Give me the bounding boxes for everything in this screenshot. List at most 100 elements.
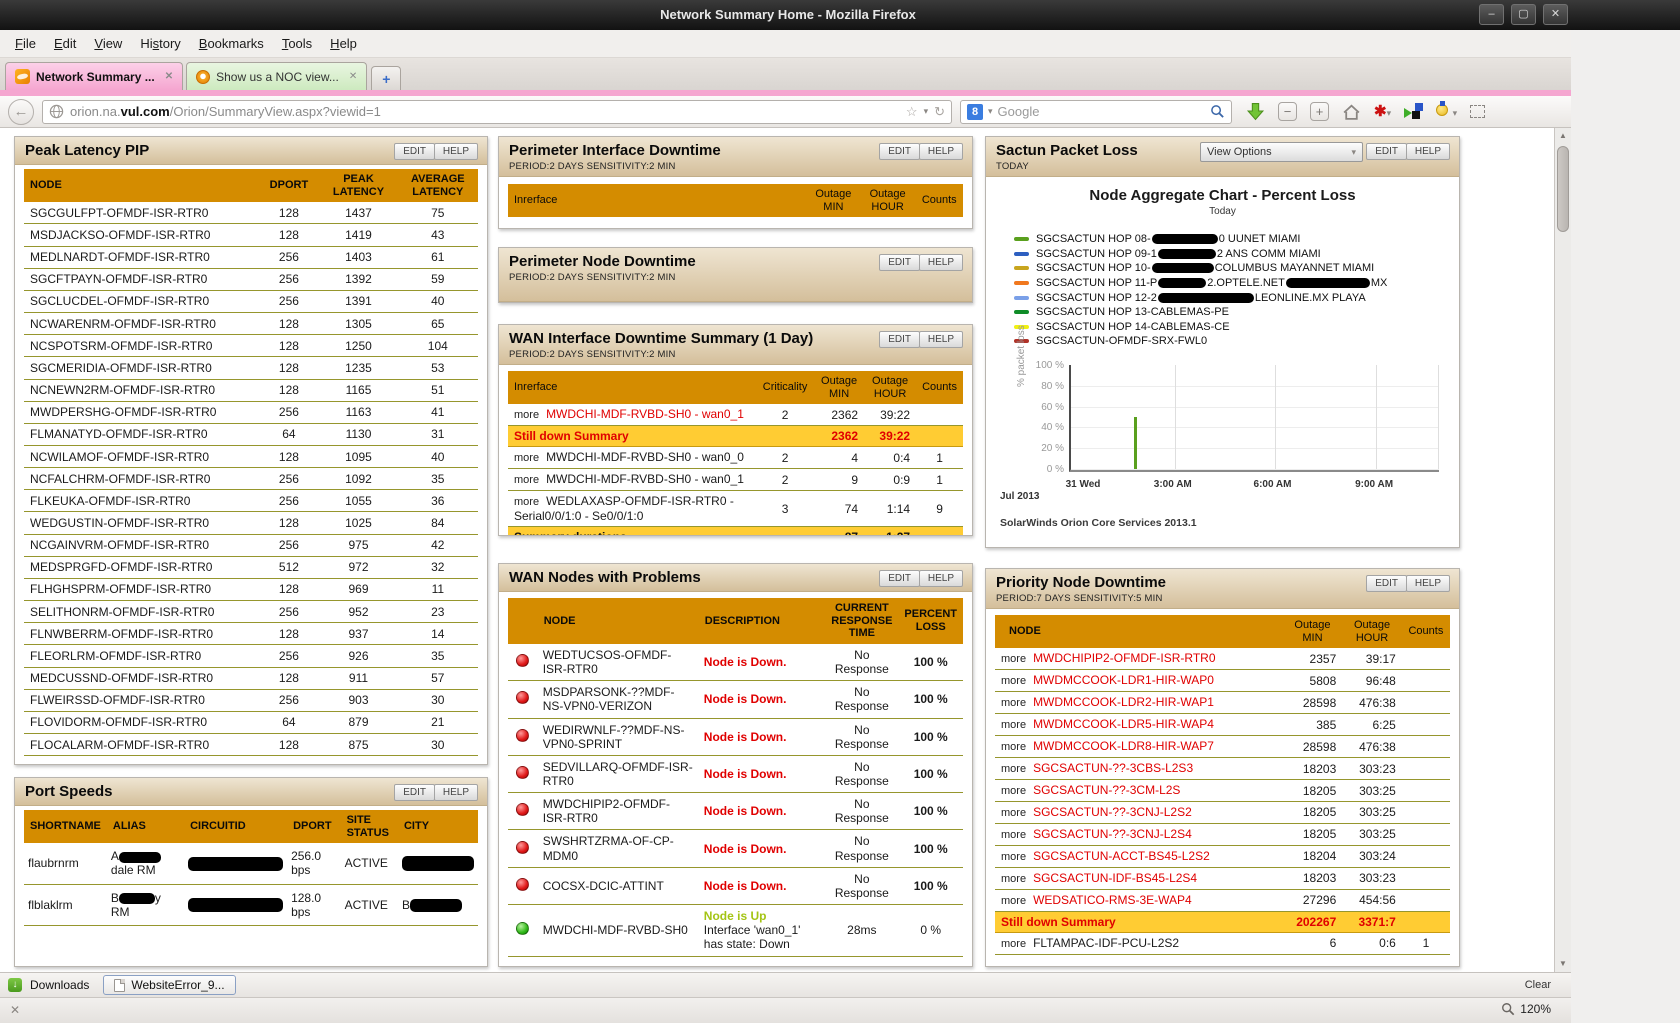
edit-button[interactable]: EDIT (879, 570, 920, 587)
column-header[interactable]: Inrerface (508, 184, 808, 218)
url-dropdown-icon[interactable]: ▾ (923, 106, 929, 116)
clear-button[interactable]: Clear (1524, 979, 1551, 991)
tab-network-summary[interactable]: Network Summary ... ✕ (5, 62, 184, 90)
menu-file[interactable]: File (15, 36, 36, 51)
column-header[interactable]: Outage HOUR (864, 371, 917, 405)
help-button[interactable]: HELP (1405, 575, 1450, 592)
node-link[interactable]: WEDIRWNLF-??MDF-NS-VPN0-SPRINT (537, 718, 699, 756)
column-header[interactable]: AVERAGE LATENCY (397, 169, 478, 203)
help-button[interactable]: HELP (433, 143, 478, 160)
minimize-button[interactable]: – (1479, 4, 1504, 25)
column-header[interactable]: PERCENT LOSS (898, 598, 963, 644)
node-link[interactable]: MSDPARSONK-??MDF-NS-VPN0-VERIZON (537, 680, 699, 719)
tab-noc-view[interactable]: Show us a NOC view... ✕ (186, 62, 368, 90)
column-header[interactable]: CITY (397, 810, 478, 844)
more-link[interactable]: more (1001, 872, 1027, 885)
more-link[interactable]: more (1001, 675, 1027, 688)
more-link[interactable]: more (1001, 697, 1027, 710)
screenshot-selection-icon[interactable] (1470, 105, 1486, 118)
scroll-down-icon[interactable]: ▼ (1559, 959, 1567, 968)
more-link[interactable]: more (1001, 851, 1027, 863)
column-header[interactable]: Outage MIN (1282, 615, 1343, 649)
help-button[interactable]: HELP (918, 570, 963, 587)
column-header[interactable]: SHORTNAME (24, 810, 107, 844)
column-header[interactable]: Criticality (756, 371, 815, 405)
column-header[interactable]: ALIAS (106, 810, 185, 844)
bookmark-star-icon[interactable]: ☆ (905, 103, 918, 119)
menu-view[interactable]: View (94, 36, 123, 51)
downloads-button[interactable]: Downloads (30, 978, 90, 992)
more-link[interactable]: more (1001, 763, 1027, 776)
edit-button[interactable]: EDIT (394, 784, 435, 801)
window-close-button[interactable]: ✕ (1543, 4, 1568, 25)
scrollbar-thumb[interactable] (1557, 146, 1569, 232)
node-link[interactable]: MWDCHIPIP2-OFMDF-ISR-RTR0 (1033, 651, 1216, 666)
column-header[interactable]: Counts (1401, 615, 1450, 649)
extension-squares-icon[interactable] (1404, 103, 1424, 120)
node-link[interactable]: MWDMCCOOK-LDR1-HIR-WAP0 (1033, 673, 1214, 688)
help-button[interactable]: HELP (918, 143, 963, 160)
node-link[interactable]: MWDCHIPIP2-OFMDF-ISR-RTR0 (537, 792, 699, 831)
help-button[interactable]: HELP (1405, 143, 1450, 160)
more-link[interactable]: more (1001, 741, 1027, 754)
column-header[interactable]: Counts (916, 371, 963, 405)
column-header[interactable]: CURRENT RESPONSE TIME (825, 598, 899, 644)
menu-help[interactable]: Help (330, 36, 357, 51)
reload-icon[interactable]: ↻ (934, 103, 945, 119)
node-link[interactable]: SGCSACTUN-IDF-BS45-L2S4 (1033, 870, 1198, 885)
node-link[interactable]: SGCSACTUN-??-3CNJ-L2S4 (1033, 827, 1192, 842)
node-link[interactable]: WEDSATICO-RMS-3E-WAP4 (1033, 892, 1192, 907)
menu-history[interactable]: History (140, 36, 181, 51)
zoom-control[interactable]: 120% (1501, 1002, 1551, 1016)
node-link[interactable]: MWDCHI-MDF-RVBD-SH0 - wan0_1 (546, 407, 744, 422)
zoom-in-button[interactable]: + (1310, 102, 1329, 121)
url-text[interactable]: orion.na.vul.com/Orion/SummaryView.aspx?… (70, 104, 900, 119)
node-link[interactable]: MWDMCCOOK-LDR8-HIR-WAP7 (1033, 739, 1214, 754)
scroll-up-icon[interactable]: ▲ (1559, 131, 1567, 140)
engine-dropdown-icon[interactable]: ▾ (988, 106, 993, 116)
statusbar-close-icon[interactable]: ✕ (10, 1003, 21, 1017)
more-link[interactable]: more (514, 409, 540, 422)
menu-tools[interactable]: Tools (281, 36, 313, 51)
column-header[interactable]: DPORT (258, 169, 320, 203)
node-link[interactable]: WEDLAXASP-OFMDF-ISR-RTR0 - Serial0/0/1:0… (514, 494, 734, 524)
search-engine-icon[interactable]: 8 (967, 103, 983, 120)
downloads-arrow-icon[interactable] (1246, 102, 1265, 121)
column-header[interactable]: Outage HOUR (859, 184, 916, 218)
column-header[interactable]: NODE (24, 169, 259, 203)
node-link[interactable]: FLTAMPAC-IDF-PCU-L2S2 (1033, 936, 1180, 951)
lastpass-button[interactable]: ✱▾ (1374, 102, 1391, 121)
edit-button[interactable]: EDIT (394, 143, 435, 160)
more-link[interactable]: more (1001, 894, 1027, 907)
menu-bookmarks[interactable]: Bookmarks (198, 36, 264, 51)
node-link[interactable]: MWDMCCOOK-LDR5-HIR-WAP4 (1033, 717, 1214, 732)
badge-button[interactable]: ▾ (1436, 100, 1457, 121)
search-icon[interactable] (1210, 104, 1225, 119)
back-button[interactable]: ← (8, 98, 34, 125)
node-link[interactable]: MWDCHI-MDF-RVBD-SH0 (537, 904, 699, 957)
column-header[interactable]: Inrerface (508, 371, 757, 405)
maximize-button[interactable]: ▢ (1511, 4, 1536, 25)
edit-button[interactable]: EDIT (1366, 575, 1407, 592)
search-input[interactable]: Google (997, 104, 1040, 119)
more-link[interactable]: more (1001, 653, 1027, 666)
node-link[interactable]: WEDTUCSOS-OFMDF-ISR-RTR0 (537, 643, 699, 682)
more-link[interactable]: more (1001, 807, 1027, 820)
more-link[interactable]: more (514, 452, 540, 465)
help-button[interactable]: HELP (918, 331, 963, 348)
more-link[interactable]: more (514, 496, 540, 509)
edit-button[interactable]: EDIT (1366, 143, 1407, 160)
column-header[interactable]: Outage MIN (814, 371, 865, 405)
column-header[interactable]: NODE (995, 615, 1283, 649)
column-header[interactable]: CIRCUITID (184, 810, 288, 844)
node-link[interactable]: SGCSACTUN-??-3CM-L2S (1033, 783, 1181, 798)
column-header[interactable]: DESCRIPTION (698, 598, 826, 644)
node-link[interactable]: MWDCHI-MDF-RVBD-SH0 - wan0_0 (546, 450, 744, 465)
help-button[interactable]: HELP (918, 254, 963, 271)
tab-close-icon[interactable]: ✕ (348, 71, 358, 82)
column-header[interactable]: Counts (915, 184, 963, 218)
node-link[interactable]: COCSX-DCIC-ATTINT (537, 867, 699, 906)
column-header[interactable]: DPORT (287, 810, 341, 844)
node-link[interactable]: SGCSACTUN-ACCT-BS45-L2S2 (1033, 849, 1210, 863)
column-header[interactable]: PEAK LATENCY (319, 169, 398, 203)
